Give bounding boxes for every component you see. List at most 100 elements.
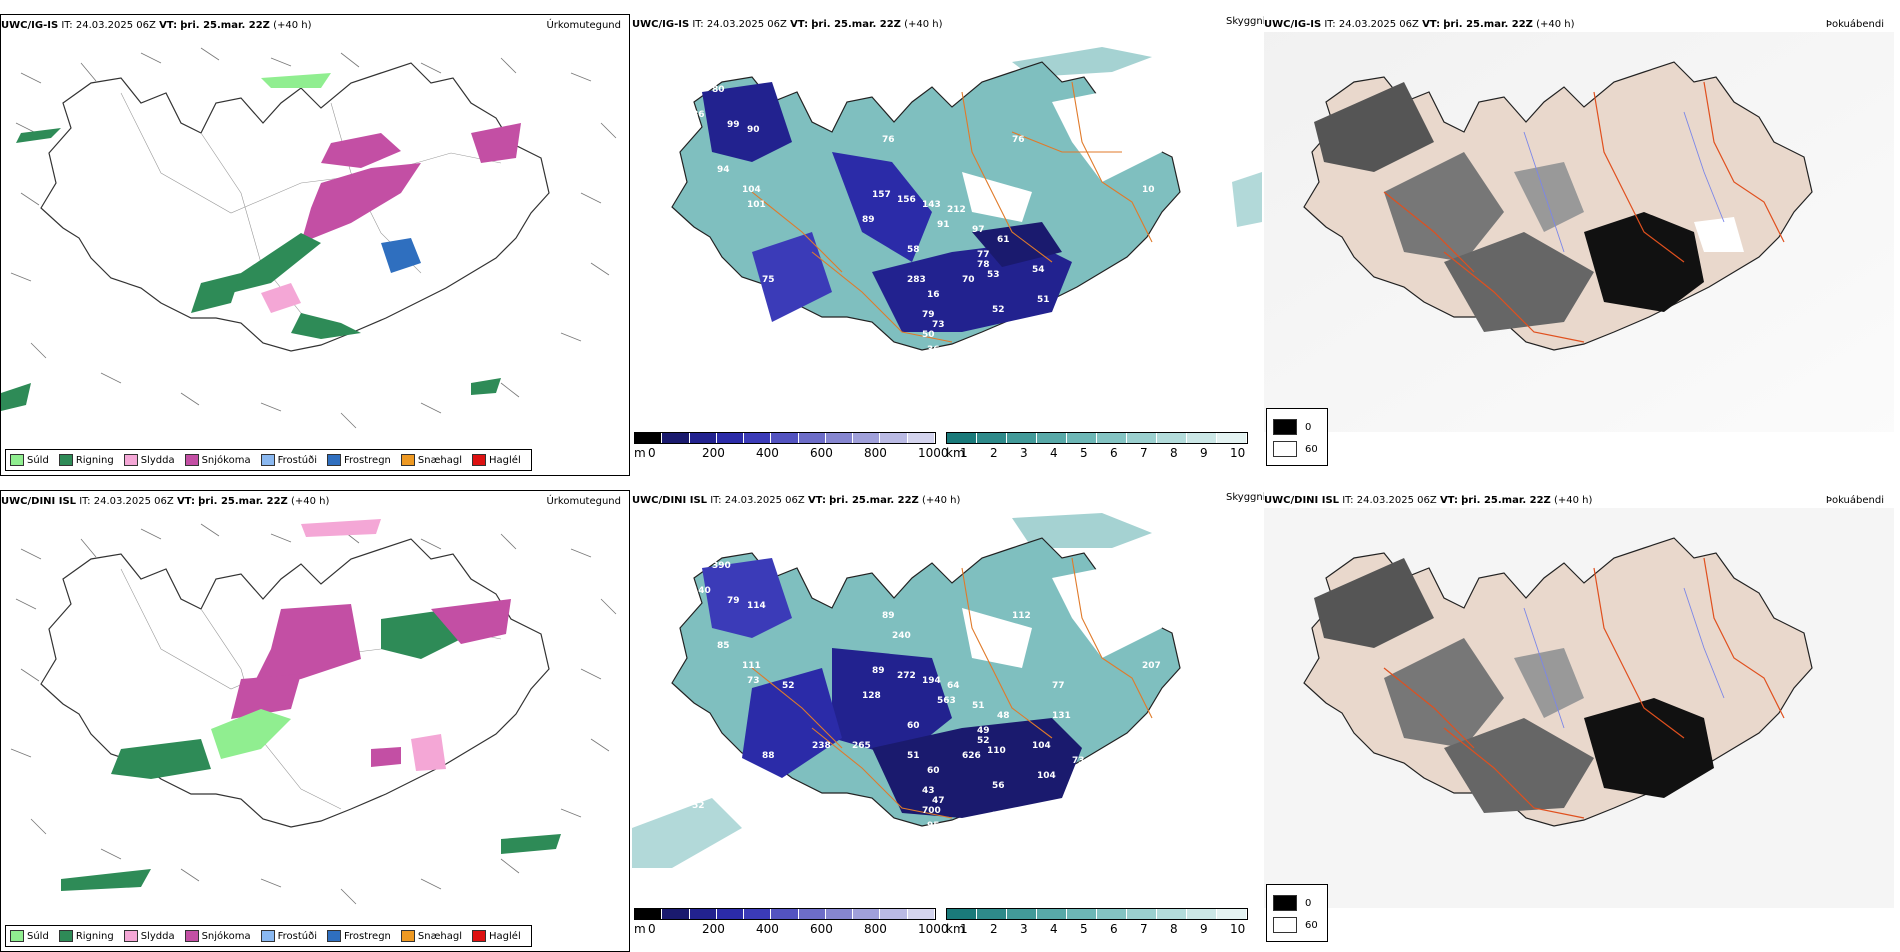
- lead-time: (+40 h): [290, 496, 330, 507]
- it-value: 24.03.2025 06Z: [724, 495, 805, 506]
- vt-label: VT:: [807, 495, 826, 506]
- legend-swatch: [58, 930, 73, 942]
- colorbar-tick: 6: [1110, 446, 1118, 460]
- cloud-base-label: 82: [997, 350, 1010, 360]
- precip-type-panel-row1: UWC/DINI ISL IT: 24.03.2025 06Z VT: þri.…: [0, 490, 630, 952]
- colorbar-unit: km: [946, 446, 965, 460]
- cloud-base-label: 110: [987, 746, 1006, 756]
- cloud-base-label: 382: [1092, 140, 1111, 150]
- colorbar-step: [825, 909, 854, 919]
- cloud-base-label: 10: [1142, 185, 1155, 195]
- precip-type-title: Úrkomutegund: [546, 20, 621, 31]
- legend-item: Frostúði: [260, 454, 323, 466]
- vt-value: þri. 25.mar. 22Z: [1461, 495, 1551, 506]
- model-name: UWC/DINI ISL: [1264, 495, 1340, 506]
- cloud-panel-row0: UWC/IG-IS IT: 24.03.2025 06Z VT: þri. 25…: [632, 14, 1266, 476]
- cloud-base-label: 101: [747, 200, 766, 210]
- cloud-base-label: 104: [742, 185, 761, 195]
- cloud-base-label: 131: [1052, 711, 1071, 721]
- cloud-base-label: 104: [1037, 771, 1056, 781]
- colorbar-tick: 7: [1140, 922, 1148, 936]
- colorbar-step: [771, 433, 799, 443]
- colorbar-step: [744, 909, 772, 919]
- cloud-base-label: 73: [1072, 756, 1085, 766]
- colorbar-tick: 9: [1200, 446, 1208, 460]
- legend-item: Snæhagl: [400, 454, 468, 466]
- legend-swatch: [123, 454, 138, 466]
- it-label: IT:: [1324, 19, 1336, 30]
- colorbar-tick: 3: [1020, 922, 1028, 936]
- colorbar-step: [798, 909, 826, 919]
- it-label: IT:: [692, 19, 704, 30]
- cloud-base-label: 390: [712, 561, 731, 571]
- fog-indicator-map: [1264, 508, 1894, 908]
- colorbar-tick: 200: [702, 922, 725, 936]
- model-name: UWC/IG-IS: [1264, 19, 1322, 30]
- colorbar-step: [853, 909, 881, 919]
- cloud-base-label: 212: [947, 205, 966, 215]
- legend-item: Rigning: [58, 930, 120, 942]
- colorbar-tick: 8: [1170, 922, 1178, 936]
- model-name: UWC/IG-IS: [632, 19, 690, 30]
- it-label: IT:: [1342, 495, 1354, 506]
- colorbar-step: [662, 433, 690, 443]
- lead-time: (+40 h): [921, 495, 961, 506]
- cloud-panel-row1: UWC/DINI ISL IT: 24.03.2025 06Z VT: þri.…: [632, 490, 1266, 952]
- cloud-base-label: 70: [992, 335, 1005, 345]
- colorbar-tick: 0: [648, 446, 656, 460]
- cloud-base-label: 36: [927, 345, 940, 355]
- cloud-base-label: 49: [977, 726, 990, 736]
- cloud-base-label: 61: [997, 235, 1010, 245]
- colorbar-step: [689, 909, 717, 919]
- legend-item: Snæhagl: [400, 930, 468, 942]
- cloud-base-label: 70: [962, 275, 975, 285]
- colorbar-bar: [634, 432, 936, 444]
- it-label: IT:: [79, 496, 91, 507]
- fog-indicator-map: [1264, 32, 1894, 432]
- colorbar-tick: 0: [648, 922, 656, 936]
- colorbar-step: [1157, 909, 1187, 919]
- colorbar-step: [1067, 909, 1097, 919]
- colorbar-step: [977, 909, 1007, 919]
- cloud-base-label: 89: [862, 215, 875, 225]
- panel-header: UWC/IG-IS IT: 24.03.2025 06Z VT: þri. 25…: [1264, 18, 1888, 32]
- cloud-base-label: 51: [1092, 616, 1105, 626]
- colorbar-tick: 800: [864, 446, 887, 460]
- cloud-base-label: 51: [1037, 295, 1050, 305]
- cloud-base-label: 52: [977, 736, 990, 746]
- precip-type-map: [1, 47, 617, 429]
- lead-time: (+40 h): [904, 19, 943, 30]
- model-name: UWC/DINI ISL: [632, 495, 708, 506]
- colorbar-tick: 2: [990, 446, 998, 460]
- colorbar-tick: 600: [810, 922, 833, 936]
- colorbar-tick: 4: [1050, 922, 1058, 936]
- cloud-base-label: 85: [717, 641, 730, 651]
- cloud-base-label: 79: [727, 596, 740, 606]
- cloud-base-colorbar: m 0 200 400 600 800 1000: [634, 430, 949, 474]
- legend-item: Rigning: [58, 454, 120, 466]
- colorbar-step: [977, 433, 1007, 443]
- cloud-base-label: 79: [922, 310, 935, 320]
- cloud-base-label: 78: [977, 260, 990, 270]
- cloud-base-label: 272: [897, 671, 916, 681]
- colorbar-step: [1157, 433, 1187, 443]
- legend-item: Slydda: [123, 930, 181, 942]
- cloud-base-label: 296: [992, 811, 1011, 821]
- cloud-base-label: 156: [897, 195, 916, 205]
- vt-label: VT:: [159, 20, 178, 31]
- fog-panel-row1: UWC/DINI ISL IT: 24.03.2025 06Z VT: þri.…: [1264, 490, 1894, 952]
- lead-time: (+40 h): [273, 20, 312, 31]
- precip-type-map: [10, 519, 617, 905]
- cloud-base-label: 73: [932, 320, 945, 330]
- legend-swatch: [10, 454, 24, 466]
- colorbar-step: [798, 433, 826, 443]
- colorbar-step: [1127, 909, 1157, 919]
- legend-item: Súld: [10, 454, 55, 466]
- colorbar-step: [825, 433, 854, 443]
- legend-swatch: [123, 930, 138, 942]
- colorbar-step: [947, 433, 977, 443]
- colorbar-tick: 10: [1230, 922, 1246, 936]
- colorbar-unit: m: [634, 922, 646, 936]
- legend-swatch: [472, 454, 487, 466]
- cloud-base-label: 49: [747, 791, 760, 801]
